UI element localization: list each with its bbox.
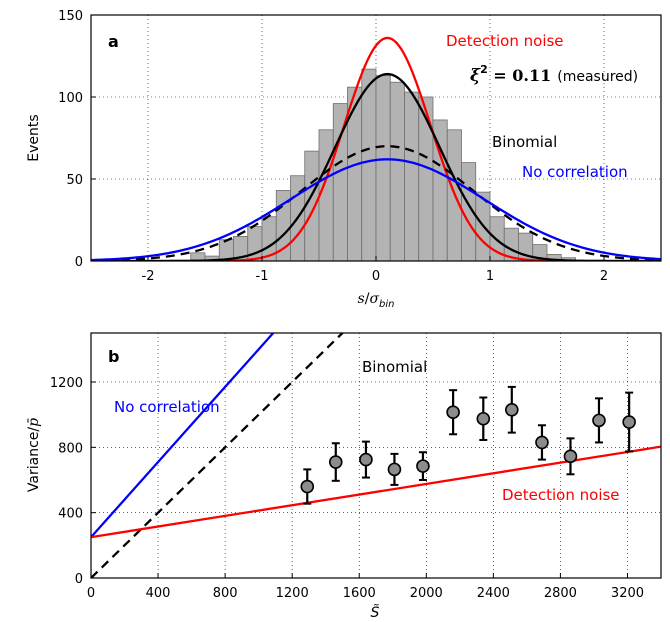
xi-symbol: ξ (470, 66, 481, 86)
panel-b-ytick-label: 400 (58, 507, 83, 522)
panel-a-letter: a (108, 32, 119, 51)
data-point (416, 459, 430, 473)
annotation-detection-noise-a: Detection noise (446, 32, 564, 50)
data-point (300, 479, 315, 494)
annotation-no-correlation-a: No correlation (522, 163, 628, 181)
data-point (476, 411, 491, 426)
panel-b-lines (91, 333, 661, 578)
panel-a-ylabel: Events (26, 114, 42, 161)
panel-a-xtick-label: -1 (256, 269, 269, 284)
panel-b-xtick-label: 3200 (611, 586, 644, 601)
xi-value: = 0.11 (488, 66, 552, 85)
histogram-bar (389, 81, 405, 261)
annotation-binomial-b: Binomial (362, 358, 427, 376)
panel-b-points (300, 385, 636, 505)
line-no-correlation (91, 333, 275, 538)
panel-a-xtick-label: -2 (142, 269, 155, 284)
panel-a-ytick-label: 50 (66, 173, 83, 188)
panel-b-grid (91, 333, 661, 578)
data-point (592, 413, 606, 428)
curve-no-correlation (91, 158, 661, 261)
data-point (535, 435, 549, 450)
data-point (622, 415, 636, 429)
panel-a-ticks: -2 -1 0 1 2 0 50 100 150 (58, 9, 608, 284)
histogram-bar (404, 91, 420, 261)
histogram-bar (347, 86, 363, 261)
panel-b-xtick-label: 2000 (410, 586, 443, 601)
panel-b-xtick-label: 1600 (343, 586, 376, 601)
histogram-bar (318, 129, 334, 261)
xi-note: (measured) (557, 69, 638, 85)
panel-b-xlabel: S̃ (371, 604, 380, 621)
panel-a-xlabel: s/σbin (358, 291, 395, 310)
panel-b-xtick-label: 0 (87, 586, 95, 601)
panel-a-ytick-label: 100 (58, 91, 83, 106)
panel-b-xtick-label: 1200 (276, 586, 309, 601)
panel-b-ytick-label: 800 (58, 441, 83, 456)
panel-a-ytick-label: 0 (75, 255, 83, 270)
panel-a-ytick-label: 150 (58, 9, 83, 24)
panel-b-xtick-label: 2400 (477, 586, 510, 601)
panel-b-ticks: 0 400 800 1200 1600 2000 2400 2800 3200 0 400 800 12… (50, 376, 644, 601)
panel-b-xtick-label: 400 (146, 586, 171, 601)
curve-dashed (91, 145, 661, 261)
histogram-bar (304, 150, 320, 261)
panel-a-xtick-label: 0 (372, 269, 380, 284)
panel-b: 0 400 800 1200 1600 2000 2400 2800 3200 0 400 800 12… (26, 332, 662, 621)
annotation-xi-measured: ξ2 = 0.11 (measured) (470, 63, 638, 86)
panel-b-letter: b (108, 347, 119, 366)
data-point (563, 449, 578, 464)
data-point (446, 405, 460, 420)
panel-b-xtick-label: 2800 (544, 586, 577, 601)
panel-b-ytick-label: 1200 (50, 376, 83, 391)
histogram-bar (375, 75, 391, 261)
histogram-bar (361, 68, 377, 261)
data-point (359, 452, 373, 467)
histogram-bar (418, 96, 434, 261)
panel-b-ytick-label: 0 (75, 572, 83, 587)
annotation-binomial-a: Binomial (492, 133, 557, 151)
panel-b-xtick-label: 800 (213, 586, 238, 601)
panel-b-ylabel: Variance/p̄ (26, 417, 42, 492)
data-point (328, 455, 343, 469)
xi-exponent: 2 (480, 63, 488, 76)
line-detection-noise (91, 445, 661, 539)
annotation-detection-noise-b: Detection noise (502, 486, 620, 504)
data-point (504, 402, 519, 417)
data-point (387, 462, 402, 477)
annotation-no-correlation-b: No correlation (114, 398, 220, 416)
panel-a-xtick-label: 2 (600, 269, 608, 284)
panel-a-xtick-label: 1 (486, 269, 494, 284)
